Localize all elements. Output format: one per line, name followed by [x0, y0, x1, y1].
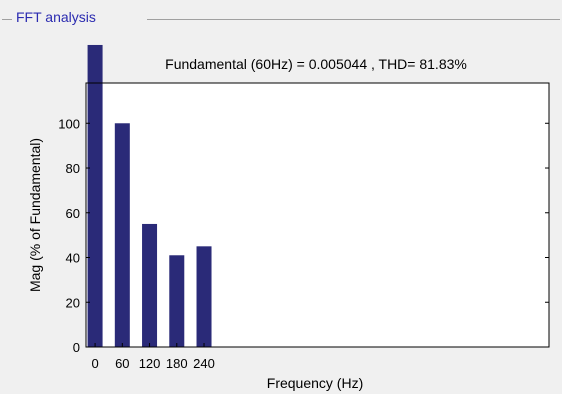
- plot-area: [86, 83, 549, 347]
- x-axis: 0 60 120 180 240: [91, 343, 215, 371]
- y-axis: 0 20 40 60 80 100: [58, 116, 549, 355]
- x-axis-label: Frequency (Hz): [267, 375, 363, 391]
- x-tick-label: 180: [166, 356, 188, 371]
- panel-frame-line: [2, 19, 12, 20]
- y-tick-label: 40: [66, 251, 80, 266]
- chart-title: Fundamental (60Hz) = 0.005044 , THD= 81.…: [165, 56, 467, 72]
- x-tick-label: 0: [91, 356, 98, 371]
- bar-series: [87, 44, 212, 348]
- y-tick-label: 80: [66, 161, 80, 176]
- bar-240hz: [196, 246, 212, 347]
- bar-0hz: [87, 44, 103, 348]
- y-tick-label: 20: [66, 295, 80, 310]
- bar-60hz: [114, 123, 130, 348]
- x-tick-label: 240: [193, 356, 215, 371]
- x-tick-label: 60: [115, 356, 129, 371]
- panel-frame-line: [147, 19, 560, 20]
- y-tick-label: 0: [73, 340, 80, 355]
- x-tick-label: 120: [139, 356, 161, 371]
- panel-title: FFT analysis: [14, 9, 98, 25]
- bar-120hz: [142, 223, 158, 347]
- y-axis-label: Mag (% of Fundamental): [27, 138, 43, 292]
- plot-frame: [85, 82, 550, 348]
- y-tick-label: 60: [66, 206, 80, 221]
- bar-180hz: [169, 255, 185, 347]
- y-tick-label: 100: [58, 116, 80, 131]
